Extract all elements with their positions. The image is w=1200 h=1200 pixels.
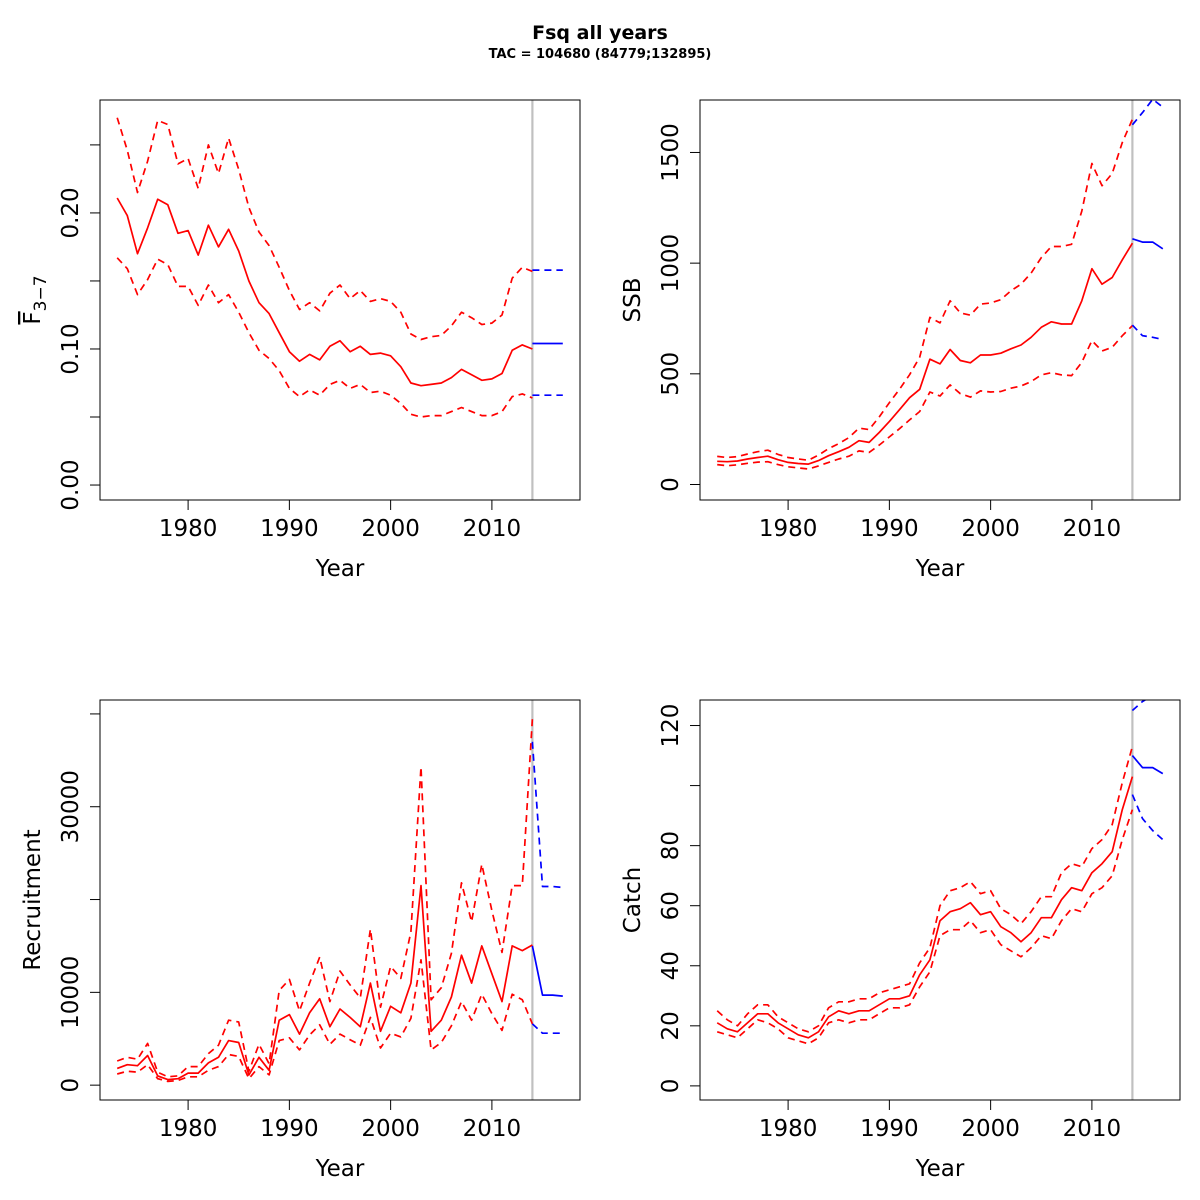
series-upper-line <box>717 118 1134 462</box>
x-tick-label: 2000 <box>361 1116 420 1142</box>
y-tick-label: 500 <box>658 352 684 396</box>
panel-ssb: 1980 1990 2000 2010 Year 0 500 1000 1500 SSB <box>620 99 1181 582</box>
series-forecast-line <box>1132 237 1164 250</box>
series-forecast-upper-line <box>1131 700 1147 712</box>
series-forecast-line <box>1131 755 1164 775</box>
series-forecast-lower-line <box>531 1023 563 1035</box>
x-axis-label: Year <box>915 556 965 582</box>
x-tick-label: 2010 <box>1063 1116 1122 1142</box>
y-axis-label-main: F <box>20 311 46 324</box>
x-tick-label: 1980 <box>759 1116 818 1142</box>
x-axis-label: Year <box>315 556 365 582</box>
x-tick-label: 2010 <box>1063 516 1122 542</box>
y-axis-label: SSB <box>620 278 646 323</box>
y-tick-label: 30000 <box>58 770 84 843</box>
y-tick-label: 0.00 <box>58 459 84 510</box>
y-tick-label: 20 <box>658 1011 684 1040</box>
x-tick-label: 2010 <box>463 1116 522 1142</box>
series-upper-line <box>116 718 534 1078</box>
series-forecast-lower-line <box>1131 794 1164 841</box>
figure-subtitle: TAC = 104680 (84779;132895) <box>488 47 712 62</box>
figure-title: Fsq all years <box>532 22 668 44</box>
y-tick-label: 0.10 <box>58 323 84 374</box>
x-axis-label: Year <box>315 1156 365 1182</box>
series-forecast-lower-line <box>1131 324 1163 341</box>
y-axis-label: Catch <box>620 867 646 933</box>
panel-catch: 1980 1990 2000 2010 Year 0 20 40 60 80 120 Catch <box>620 699 1181 1182</box>
x-tick-label: 1990 <box>260 516 319 542</box>
series-estimate-line <box>716 776 1134 1039</box>
y-axis-label-subscript: 3−7 <box>31 275 51 311</box>
series-upper-line <box>716 746 1134 1033</box>
x-tick-label: 1990 <box>860 1116 919 1142</box>
series-group <box>116 117 563 418</box>
y-tick-label: 80 <box>658 831 684 860</box>
x-tick-label: 2010 <box>463 516 522 542</box>
x-tick-label: 1980 <box>759 516 818 542</box>
y-tick-label: 0.20 <box>58 187 84 238</box>
y-tick-label: 0 <box>58 1078 84 1093</box>
series-lower-line <box>716 809 1134 1045</box>
panel-fbar: 1980 1990 2000 2010 Year 0.00 0.10 0.20 F3−7 <box>20 99 581 582</box>
x-tick-label: 2000 <box>961 1116 1020 1142</box>
plot-frame <box>699 699 1181 1101</box>
y-tick-label: 0 <box>658 1079 684 1094</box>
x-axis-label: Year <box>915 1156 965 1182</box>
x-tick-label: 2000 <box>361 516 420 542</box>
y-tick-label: 1500 <box>658 123 684 182</box>
x-tick-label: 1980 <box>159 1116 218 1142</box>
y-tick-label: 10000 <box>58 956 84 1029</box>
series-forecast-upper-line <box>1131 100 1164 126</box>
series-estimate-line <box>116 197 533 387</box>
y-axis-label: F3−7 <box>20 275 51 324</box>
y-tick-label: 1000 <box>658 234 684 293</box>
x-tick-label: 1990 <box>860 516 919 542</box>
series-forecast-upper-line <box>531 741 563 889</box>
series-group <box>717 100 1164 470</box>
series-group <box>716 700 1164 1045</box>
series-forecast-line <box>531 945 563 997</box>
panel-recruitment: 1980 1990 2000 2010 Year 0 10000 30000 Recruitme… <box>20 699 581 1182</box>
series-lower-line <box>116 257 533 418</box>
plot-frame <box>699 99 1181 501</box>
x-tick-label: 1990 <box>260 1116 319 1142</box>
series-upper-line <box>116 117 533 341</box>
y-tick-label: 120 <box>658 704 684 748</box>
series-estimate-line <box>116 884 533 1081</box>
plot-frame <box>99 99 581 501</box>
series-group <box>116 718 563 1083</box>
plot-frame <box>99 699 581 1101</box>
series-lower-line <box>717 324 1134 470</box>
x-tick-label: 2000 <box>961 516 1020 542</box>
y-tick-label: 60 <box>658 891 684 920</box>
y-tick-label: 40 <box>658 951 684 980</box>
y-axis-label: Recruitment <box>20 829 46 970</box>
y-tick-label: 0 <box>658 477 684 492</box>
series-estimate-line <box>717 242 1134 465</box>
x-tick-label: 1980 <box>159 516 218 542</box>
